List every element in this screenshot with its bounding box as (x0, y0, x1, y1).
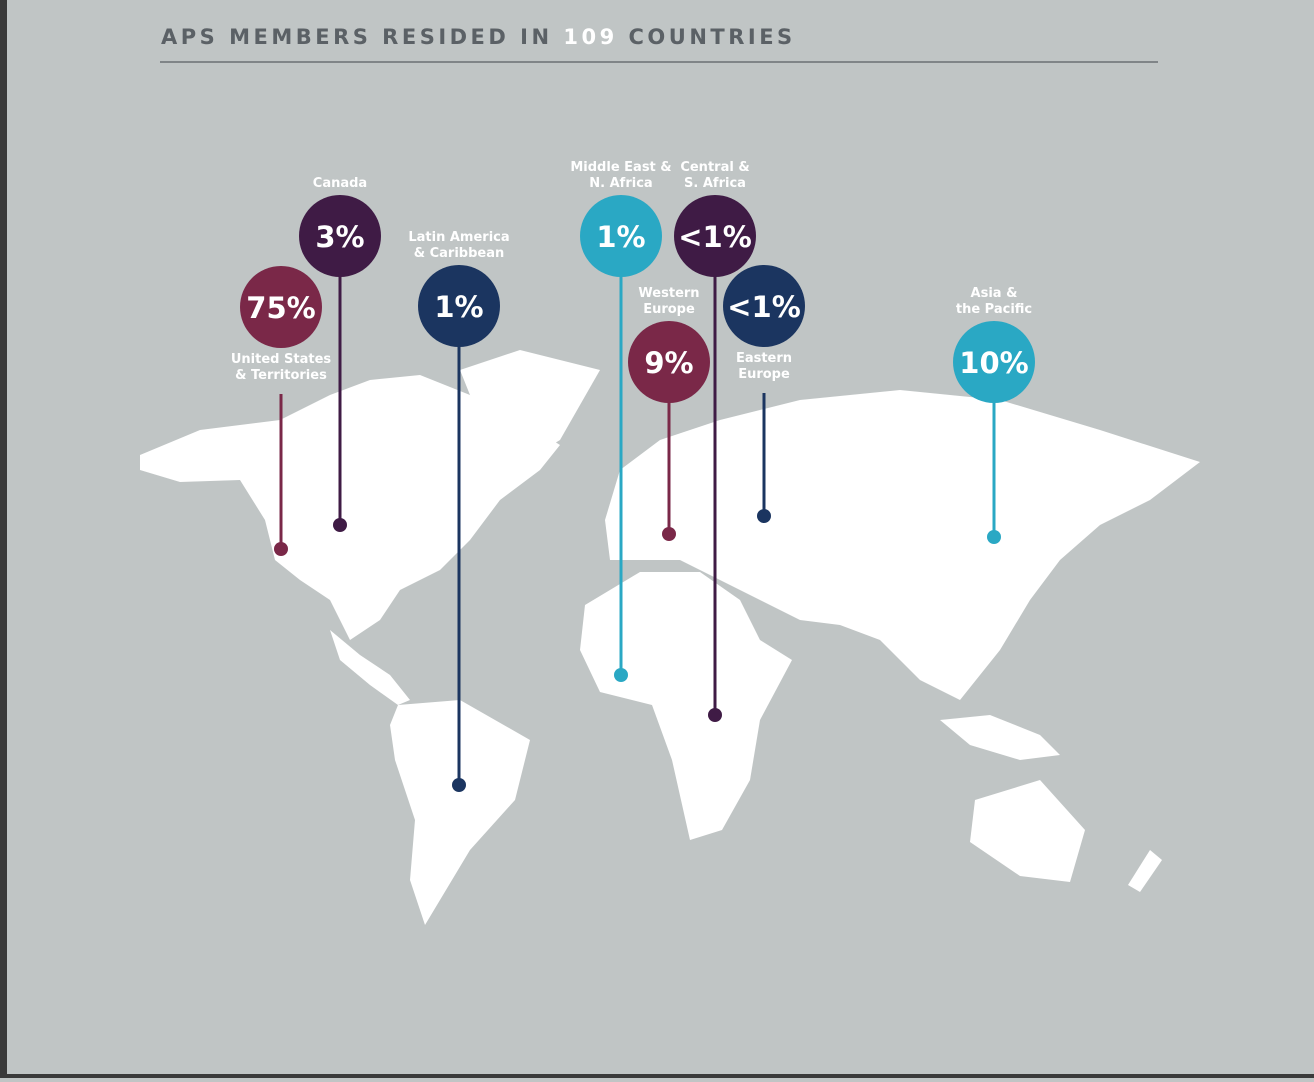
title-number: 109 (563, 25, 617, 49)
pin-label: the Pacific (956, 302, 1032, 317)
pin-dot (274, 542, 288, 556)
pin-label: S. Africa (684, 176, 746, 191)
pin-value: 1% (434, 290, 483, 324)
pin-label: Europe (643, 302, 695, 317)
pin-value: 3% (315, 220, 364, 254)
pin-label: Europe (738, 367, 790, 382)
pin-circle (580, 195, 662, 277)
pin-circle (723, 265, 805, 347)
pin-label: & Caribbean (414, 246, 505, 261)
pin-value: 1% (596, 220, 645, 254)
greenland (460, 350, 600, 470)
pin-label: Middle East & (570, 160, 671, 175)
pin-dot (987, 530, 1001, 544)
pin-circle (674, 195, 756, 277)
pin-dot (757, 509, 771, 523)
pin-dot (662, 527, 676, 541)
africa (580, 572, 792, 840)
pin-label: Asia & (971, 286, 1018, 301)
bottom-edge (0, 1074, 1314, 1078)
pin-label: Central & (680, 160, 749, 175)
world-map (140, 350, 1200, 925)
pin-label: United States (231, 352, 332, 367)
pin-value: 75% (246, 291, 315, 325)
pin-dot (333, 518, 347, 532)
pin-label: & Territories (235, 368, 327, 383)
pin-dot (614, 668, 628, 682)
pin-value: 9% (644, 346, 693, 380)
pin-value: <1% (727, 290, 801, 324)
australia (970, 780, 1085, 882)
north-america (140, 375, 560, 640)
pin-circle (953, 321, 1035, 403)
pin-circle (628, 321, 710, 403)
title-text: APS MEMBERS RESIDED IN (161, 25, 553, 49)
eurasia (605, 390, 1200, 700)
pin-dot (452, 778, 466, 792)
pin-heads: 75% United States& Territories 3% Canada 1% L… (231, 160, 1035, 403)
central-america (330, 630, 410, 705)
pin-label: Western (638, 286, 699, 301)
pins: 75% United States& Territories 3% Canada 1% L… (231, 160, 1035, 792)
new-zealand (1128, 850, 1162, 892)
pin-circle (299, 195, 381, 277)
left-edge (0, 0, 7, 1078)
title: APS MEMBERS RESIDED IN 109 COUNTRIES (161, 25, 796, 49)
southeast-asia (940, 715, 1060, 760)
pin-dot (708, 708, 722, 722)
title-text: COUNTRIES (629, 25, 796, 49)
south-america (390, 700, 530, 925)
pin-label: N. Africa (589, 176, 652, 191)
pin-circle (418, 265, 500, 347)
pin-label: Canada (313, 176, 367, 191)
pin-label: Latin America (408, 230, 509, 245)
pin-value: 10% (959, 346, 1028, 380)
pin-circle (240, 266, 322, 348)
pin-label: Eastern (736, 351, 792, 366)
pin-value: <1% (678, 220, 752, 254)
